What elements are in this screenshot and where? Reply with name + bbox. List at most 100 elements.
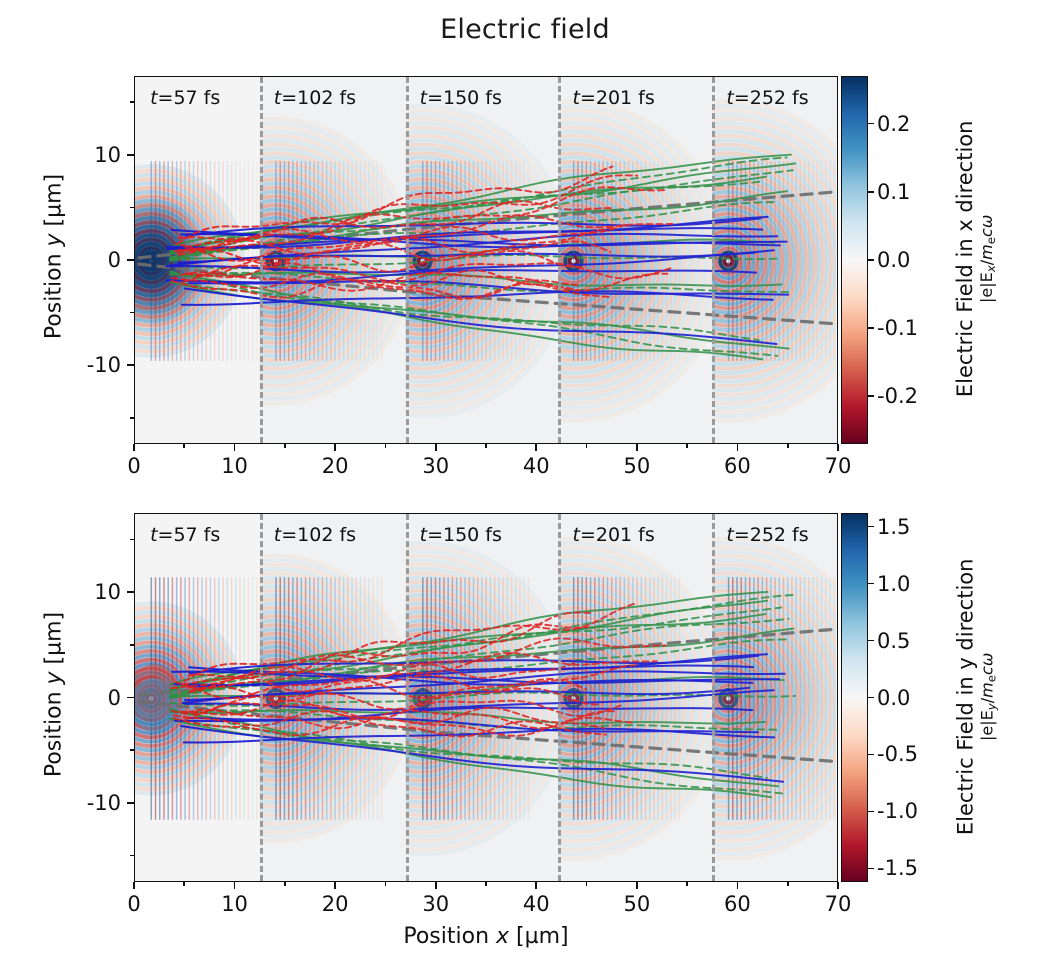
y-tick-minor-top-15	[130, 101, 134, 104]
y-tick-top-1	[127, 259, 134, 261]
x-tick-minor-top-35	[485, 444, 487, 448]
x-ticklabel-top-6: 60	[724, 454, 751, 478]
time-label-2: t=102 fs	[273, 524, 357, 546]
red-trajectory-10	[184, 699, 623, 721]
time-band-3	[405, 514, 559, 881]
x-tick-top-0	[133, 444, 135, 451]
colorbar-ey-label: Electric Field in y direction |e|Ey/mecω	[953, 558, 998, 835]
y-ticklabel-top-1: 0	[107, 248, 121, 272]
colorbar-tick-Ex-0	[868, 122, 874, 125]
x-tick-minor-top-25	[384, 444, 387, 448]
blue-trajectory-9	[164, 269, 758, 284]
y-ticklabel-bottom-1: 0	[107, 685, 121, 710]
x-ticklabel-top-3: 30	[422, 454, 450, 478]
green-trajectory-3	[169, 169, 794, 259]
x-ticklabel-top-1: 10	[221, 454, 248, 478]
time-separator-3	[558, 77, 562, 443]
x-ticklabel-bottom-6: 60	[724, 892, 751, 916]
x-ticklabel-top-7: 70	[824, 454, 852, 478]
time-label-3: t=150 fs	[419, 524, 502, 546]
colorbar-ticklabel-Ey-5: -1.0	[877, 799, 918, 824]
green-trajectory-3	[169, 606, 783, 696]
colorbar-ticklabel-Ey-1: 1.0	[877, 571, 911, 596]
x-tick-bottom-6	[736, 882, 739, 889]
y-tick-minor-bottom-15	[130, 538, 134, 541]
colorbar-tick-Ey-2	[868, 639, 874, 642]
x-ticklabel-bottom-4: 40	[522, 892, 550, 916]
colorbar-tick-Ex-2	[868, 259, 874, 261]
time-separator-1	[259, 77, 263, 443]
x-ticklabel-bottom-7: 70	[824, 892, 852, 916]
time-label-5: t=252 fs	[726, 87, 809, 109]
time-label-2: t=102 fs	[273, 87, 357, 109]
x-tick-minor-bottom-15	[284, 882, 286, 886]
x-ticklabel-bottom-2: 20	[321, 892, 349, 916]
red-trajectory-4	[181, 637, 667, 686]
time-label-5: t=252 fs	[726, 524, 809, 546]
red-trajectory-6	[178, 223, 627, 256]
x-tick-minor-top-15	[284, 444, 286, 448]
red-trajectory-4	[184, 200, 613, 249]
time-label-4: t=201 fs	[572, 524, 655, 546]
colorbar-ey	[841, 513, 868, 882]
trajectory-overlay-top	[135, 77, 837, 443]
x-tick-minor-bottom-5	[183, 882, 186, 886]
time-label-3: t=150 fs	[419, 87, 502, 109]
time-label-4: t=201 fs	[572, 87, 655, 109]
x-tick-minor-top-55	[686, 444, 688, 448]
time-separator-2	[405, 514, 409, 881]
panel-electric-field-y: t=57 fs t=102 fs t=150 fs t=201 fs t=252 fs	[134, 513, 838, 882]
x-tick-top-6	[736, 444, 739, 451]
blue-trajectory-7	[181, 686, 751, 705]
field-snapshot-5	[712, 99, 836, 423]
colorbar-tick-Ex-1	[868, 191, 874, 193]
colorbar-tick-Ey-5	[868, 810, 874, 813]
x-ticklabel-top-4: 40	[522, 454, 550, 478]
x-tick-minor-bottom-25	[384, 882, 387, 886]
y-tick-minor-bottom-5	[130, 643, 134, 646]
red-trajectory-5	[170, 651, 658, 690]
time-band-5	[712, 77, 837, 443]
x-tick-bottom-3	[434, 882, 437, 889]
envelope-lower	[137, 262, 836, 326]
colorbar-tick-Ex-3	[868, 327, 874, 329]
y-tick-bottom-0	[127, 591, 134, 593]
field-snapshot-2	[259, 116, 406, 406]
green-trajectory-14	[169, 707, 785, 795]
time-separators-top	[135, 77, 837, 443]
x-ticklabel-bottom-0: 0	[127, 892, 141, 916]
colorbar-ticklabel-Ex-1: 0.1	[877, 179, 911, 204]
y-tick-minor-bottom--5	[130, 749, 134, 751]
time-labels-bottom: t=57 fs t=102 fs t=150 fs t=201 fs t=252 fs	[135, 514, 837, 881]
time-separator-3	[558, 514, 562, 881]
x-ticklabel-bottom-1: 10	[221, 892, 248, 916]
blue-trajectory-3	[165, 227, 764, 249]
colorbar-ticklabel-Ex-3: -0.1	[877, 316, 918, 341]
x-ticklabel-top-2: 20	[321, 454, 349, 478]
y-tick-bottom-2	[127, 802, 134, 804]
red-trajectory-1	[175, 165, 614, 246]
colorbar-tick-Ey-4	[868, 753, 874, 756]
time-band-4	[558, 514, 713, 881]
x-ticklabel-bottom-3: 30	[422, 892, 450, 916]
colorbar-ticklabel-Ey-0: 1.5	[877, 514, 911, 539]
y-ticklabel-top-0: 10	[94, 142, 121, 167]
x-tick-bottom-0	[133, 882, 135, 889]
colorbar-tick-Ex-4	[868, 395, 874, 398]
colorbar-ticklabel-Ey-3: 0.0	[877, 685, 911, 710]
blue-trajectory-2	[180, 215, 769, 241]
time-separator-4	[712, 514, 716, 881]
red-trajectory-11	[186, 708, 617, 730]
x-tick-top-5	[636, 444, 638, 451]
green-trajectory-5	[169, 617, 790, 697]
x-tick-minor-bottom-65	[786, 882, 789, 886]
red-trajectory-8	[175, 677, 588, 700]
field-snapshot-2	[259, 553, 406, 844]
y-tick-top-0	[127, 154, 134, 156]
red-trajectory-9	[170, 687, 603, 715]
red-trajectory-2	[187, 611, 592, 678]
colorbar-tick-Ey-6	[868, 867, 874, 870]
red-trajectory-12	[173, 715, 635, 737]
x-tick-bottom-7	[837, 882, 839, 889]
